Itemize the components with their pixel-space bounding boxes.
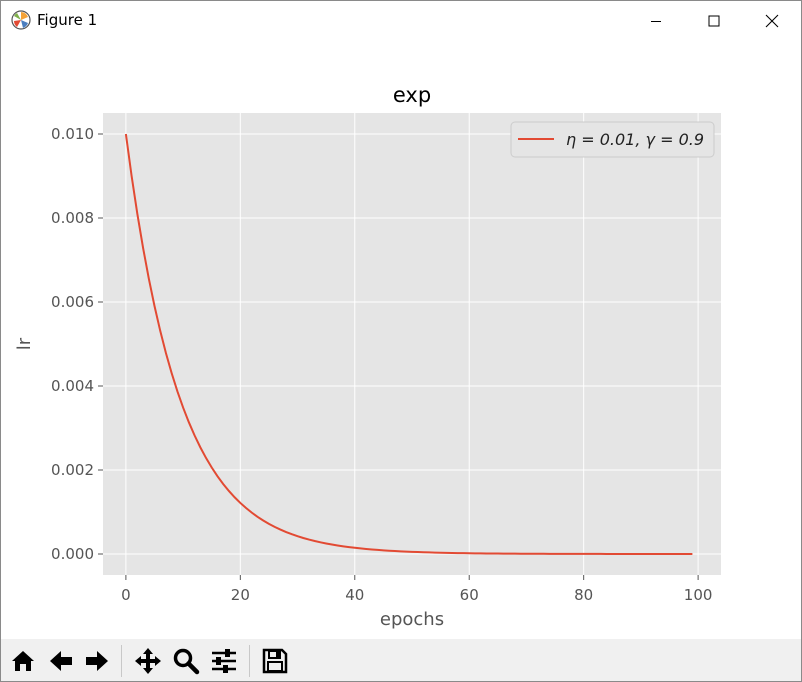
legend-box [510, 121, 715, 158]
y-tick-label: 0.006 [51, 293, 94, 311]
navigation-toolbar [1, 639, 801, 681]
forward-button[interactable] [81, 645, 113, 677]
y-tick-label: 0.010 [51, 125, 94, 143]
x-axis-label: epochs [380, 609, 444, 630]
configure-subplots-button[interactable] [208, 645, 240, 677]
back-button[interactable] [45, 645, 77, 677]
sliders-icon [212, 649, 236, 673]
close-button[interactable] [743, 1, 801, 41]
home-button[interactable] [7, 645, 39, 677]
chart-title: exp [393, 83, 431, 107]
title-bar: Figure 1 [1, 1, 801, 41]
home-icon [12, 651, 34, 671]
right-arrow-icon [86, 651, 108, 671]
left-arrow-icon [50, 651, 72, 671]
line-chart[interactable]: 0 20 40 60 80 100 0.000 0.002 0.004 0.006 0.008 0.… [1, 41, 801, 639]
maximize-button[interactable] [685, 1, 743, 41]
series-line [124, 133, 693, 555]
toolbar-separator [121, 645, 122, 677]
pan-button[interactable] [132, 645, 164, 677]
x-tick-label: 60 [460, 586, 479, 604]
x-tick-label: 40 [345, 586, 364, 604]
close-icon [765, 14, 779, 28]
magnifier-icon [173, 648, 200, 675]
x-tick-label: 80 [574, 586, 593, 604]
y-tick-label: 0.008 [51, 209, 94, 227]
move-icon [135, 648, 161, 674]
y-tick-label: 0.002 [51, 461, 94, 479]
y-tick-label: 0.004 [51, 377, 94, 395]
zoom-button[interactable] [170, 645, 202, 677]
minimize-icon [651, 21, 661, 22]
y-tick-label: 0.000 [51, 545, 94, 563]
matplotlib-logo-icon [11, 10, 31, 30]
x-tick-label: 0 [121, 586, 131, 604]
minimize-button[interactable] [627, 1, 685, 41]
maximize-icon [708, 15, 720, 27]
x-tick-label: 100 [684, 586, 713, 604]
window-title: Figure 1 [37, 11, 98, 29]
x-tick-label: 20 [231, 586, 250, 604]
floppy-disk-icon [262, 648, 288, 674]
legend: η = 0.01, γ = 0.9 [510, 121, 715, 158]
figure-canvas[interactable]: 0 20 40 60 80 100 0.000 0.002 0.004 0.006 0.008 0.… [1, 41, 801, 639]
plot-area [103, 113, 721, 575]
y-axis-label: lr [14, 337, 35, 350]
toolbar-separator [249, 645, 250, 677]
legend-label: η = 0.01, γ = 0.9 [566, 130, 704, 149]
save-button[interactable] [259, 645, 291, 677]
